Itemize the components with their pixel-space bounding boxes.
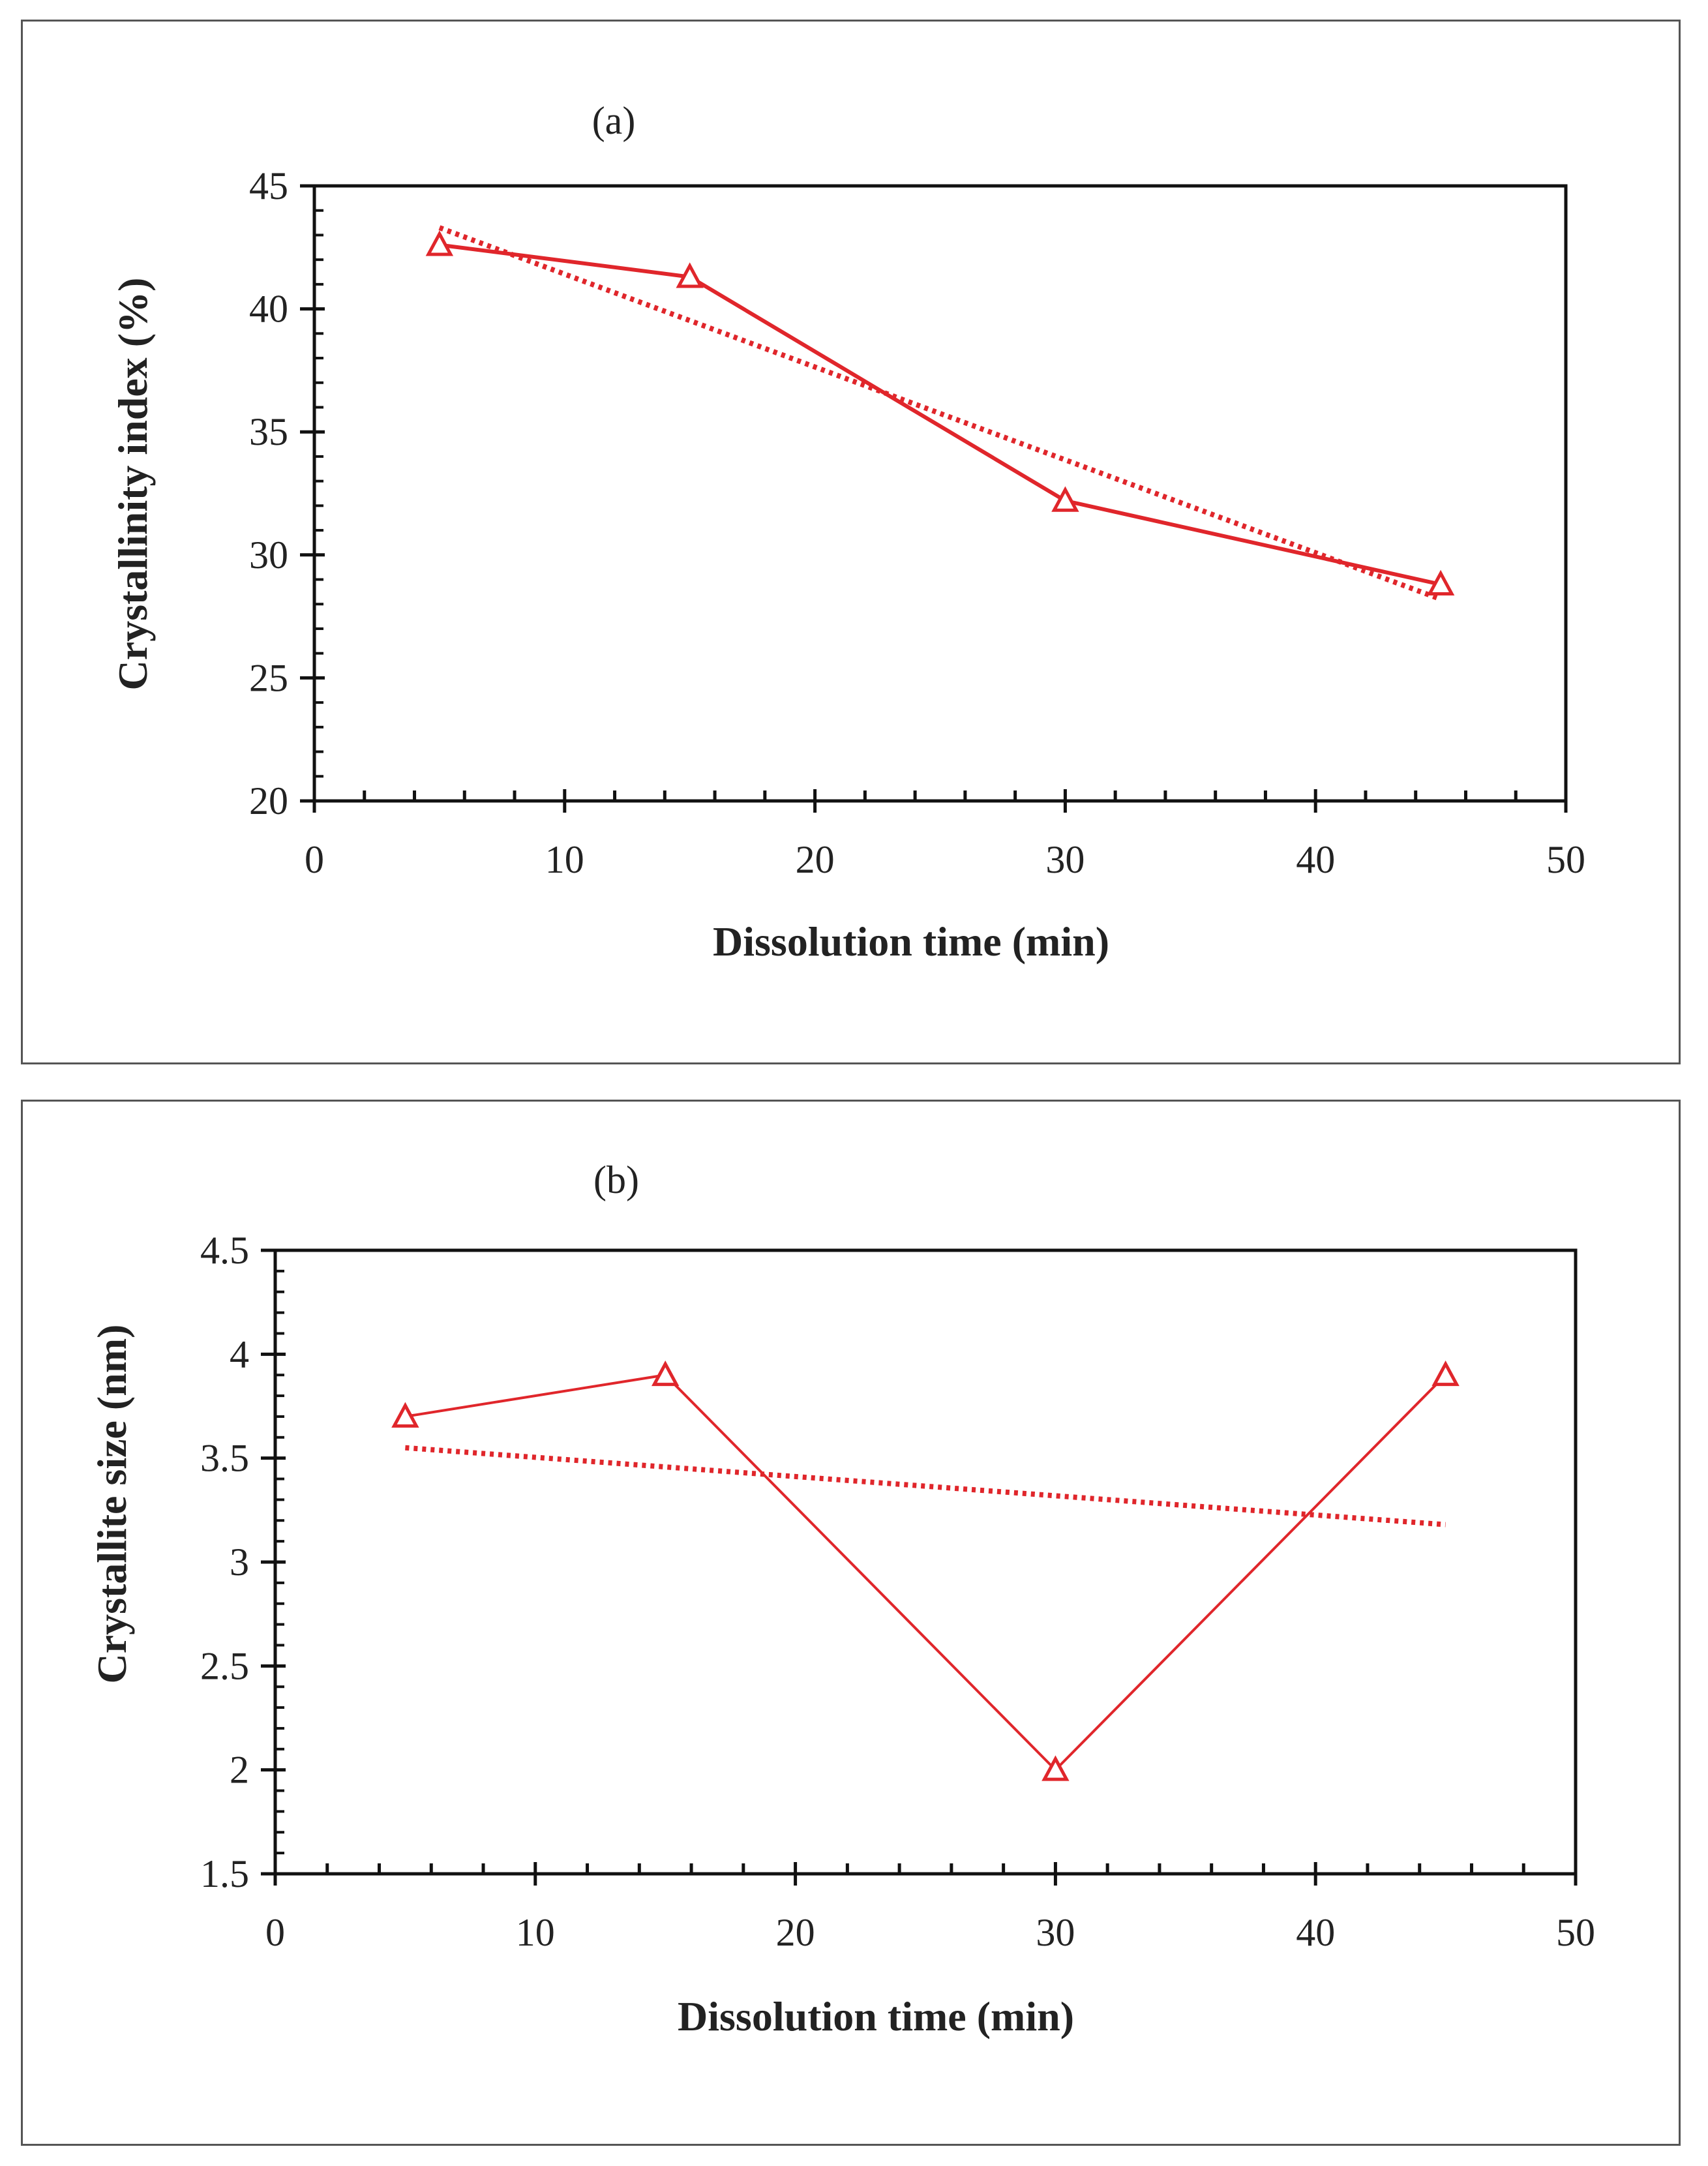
data-point-marker	[1431, 1360, 1460, 1387]
y-tick-label: 35	[249, 410, 288, 453]
x-tick-label: 40	[1296, 838, 1335, 881]
series-line	[405, 1374, 1447, 1772]
data-point-marker	[652, 1360, 680, 1387]
chart-panel-b: (b) 0 10 20 30 40 50 1.5 2 2.5 3 3.5 4 4.5 Dissolut…	[21, 1100, 1681, 2146]
y-tick-label: 25	[249, 656, 288, 699]
x-tick-label: 0	[305, 838, 324, 881]
y-tick-label: 3.5	[200, 1437, 249, 1480]
y-tick-label: 45	[249, 164, 288, 207]
panel-label: (a)	[592, 99, 636, 142]
y-axis-title: Crystallinity index (%)	[110, 278, 156, 691]
y-tick-label: 2	[230, 1749, 249, 1792]
trend-line	[405, 1445, 1446, 1527]
data-point-marker	[425, 230, 454, 256]
x-tick-label: 30	[1045, 838, 1085, 881]
y-tick-label: 4	[230, 1332, 249, 1376]
y-tick-label: 40	[249, 288, 288, 331]
panel-label: (b)	[593, 1158, 639, 1201]
x-tick-label: 50	[1556, 1911, 1595, 1954]
x-tick-label: 20	[776, 1911, 815, 1954]
y-tick-label: 20	[249, 779, 288, 822]
x-tick-label: 0	[265, 1911, 285, 1954]
trend-line	[438, 225, 1442, 602]
x-tick-label: 40	[1296, 1911, 1335, 1954]
y-axis-title: Crystallite size (nm)	[89, 1325, 135, 1684]
y-tick-label: 4.5	[200, 1229, 249, 1272]
plot-area-frame	[312, 184, 1568, 803]
y-tick-label: 3	[230, 1541, 249, 1584]
data-point-marker	[1041, 1755, 1070, 1781]
x-axis-title: Dissolution time (min)	[713, 918, 1109, 965]
x-tick-label: 10	[516, 1911, 555, 1954]
x-tick-label: 30	[1036, 1911, 1075, 1954]
data-point-marker	[391, 1402, 419, 1428]
crystallite-size-chart: (b) 0 10 20 30 40 50 1.5 2 2.5 3 3.5 4 4.5 Dissolut…	[89, 1158, 1595, 2039]
y-tick-label: 2.5	[200, 1644, 249, 1687]
x-axis-title: Dissolution time (min)	[678, 1993, 1074, 2039]
data-point-marker	[1426, 569, 1455, 596]
x-tick-label: 50	[1546, 838, 1585, 881]
data-point-marker	[1051, 486, 1079, 512]
y-tick-label: 30	[249, 534, 288, 577]
x-tick-label: 10	[545, 838, 584, 881]
chart-panel-a: (a) 0 10 20 30 40 50 20 25 30 35 40 45 Dissolution…	[21, 20, 1681, 1064]
x-tick-label: 20	[796, 838, 835, 881]
data-point-marker	[676, 262, 704, 288]
plot-area-frame	[273, 1248, 1578, 1876]
crystallinity-chart: (a) 0 10 20 30 40 50 20 25 30 35 40 45 Dissolution…	[110, 99, 1585, 965]
y-tick-label: 1.5	[200, 1852, 249, 1895]
